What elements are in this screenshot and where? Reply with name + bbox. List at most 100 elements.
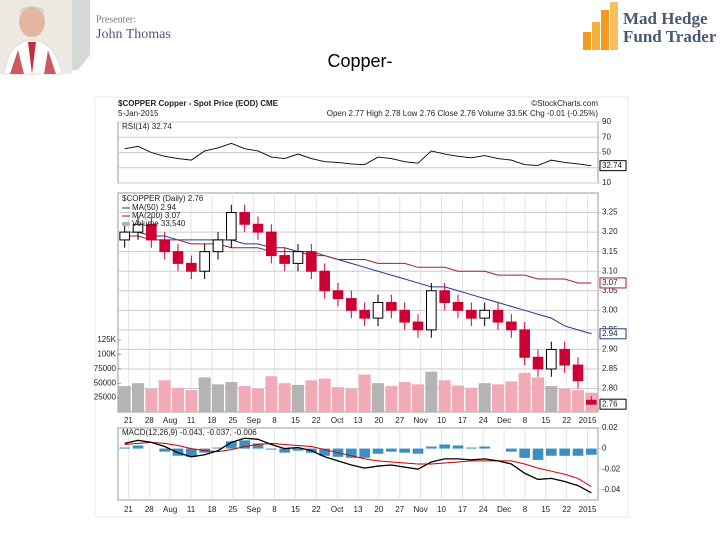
logo-text: Fund Trader	[623, 27, 717, 46]
x-tick-label: 22	[562, 505, 571, 514]
x-tick-label: 15	[541, 505, 550, 514]
histogram-bar	[586, 448, 597, 455]
candle-body	[146, 223, 157, 241]
y-tick-label: 3.10	[602, 266, 618, 275]
x-tick-label: 22	[312, 416, 321, 425]
x-tick-label: 21	[124, 416, 133, 425]
x-tick-label: 8	[272, 505, 277, 514]
x-tick-label: 20	[374, 505, 383, 514]
histogram-bar	[252, 443, 264, 449]
logo-text: Mad Hedge	[623, 9, 708, 28]
x-tick-label: Nov	[413, 416, 427, 425]
panel-label: RSI(14) 32.74	[122, 122, 172, 131]
x-tick-label: 2015	[579, 505, 597, 514]
x-tick-label: 25	[228, 505, 237, 514]
quote: Open 2.77 High 2.78 Low 2.76 Close 2.76 …	[327, 109, 599, 118]
value-tag	[599, 277, 627, 289]
x-tick-label: 28	[145, 505, 154, 514]
y-tick-label: 3.05	[602, 286, 618, 295]
logo-icon	[583, 2, 618, 50]
volume-bar	[185, 390, 198, 412]
value-tag-label: 3.07	[602, 278, 618, 287]
volume-tick-label: 25000	[94, 393, 117, 402]
histogram-bar	[532, 448, 544, 460]
candle-body	[346, 298, 357, 311]
x-tick-label: 15	[541, 416, 550, 425]
histogram-bar	[292, 448, 304, 451]
x-tick-label: 27	[395, 416, 404, 425]
panel-label: MACD(12,26,9) -0.043, -0.037, -0.006	[122, 428, 257, 437]
volume-bar	[398, 382, 411, 412]
x-tick-label: 10	[437, 505, 446, 514]
x-tick-label: 22	[562, 416, 571, 425]
value-tag	[599, 328, 627, 340]
volume-bar	[492, 384, 504, 412]
volume-bar	[305, 380, 318, 412]
candle-body	[132, 223, 144, 233]
candle-body	[586, 399, 597, 405]
y-tick-label: 3.00	[602, 305, 618, 314]
volume-bar	[518, 372, 531, 412]
volume-tick-label: 50000	[94, 378, 117, 387]
volume-bar	[532, 377, 544, 412]
histogram-bar	[319, 448, 330, 456]
candle-body	[252, 223, 264, 233]
candle-body	[452, 302, 464, 311]
legend-label: MA(200) 3.07	[132, 211, 181, 220]
volume-tick-label: 125K	[97, 335, 116, 344]
y-tick-label: 3.15	[602, 247, 618, 256]
histogram-bar	[399, 448, 410, 453]
x-tick-label: 13	[354, 505, 363, 514]
candle-body	[119, 231, 130, 241]
x-tick-label: Nov	[413, 505, 427, 514]
histogram-bar	[466, 447, 477, 449]
candle-body	[199, 251, 210, 272]
candle-body	[239, 212, 250, 225]
y-tick-label: 2.80	[602, 384, 618, 393]
histogram-bar	[359, 448, 370, 458]
x-tick-label: 28	[145, 416, 154, 425]
slide-title: Copper-	[327, 51, 392, 71]
date: 5-Jan-2015	[118, 109, 159, 118]
volume-bar	[385, 386, 398, 412]
volume-bar	[198, 377, 211, 412]
y-tick-label: 2.85	[602, 364, 618, 373]
x-tick-label: 15	[291, 416, 300, 425]
presenter-photo	[0, 0, 72, 75]
x-tick-label: 27	[395, 505, 404, 514]
moving-average	[124, 231, 592, 335]
histogram-bar	[372, 448, 384, 454]
histogram-bar	[239, 440, 250, 449]
x-tick-label: Oct	[331, 416, 344, 425]
candle-body	[412, 321, 424, 331]
candle-body	[479, 309, 490, 319]
x-tick-label: 15	[291, 505, 300, 514]
x-tick-label: Aug	[163, 505, 177, 514]
x-tick-label: 18	[207, 416, 216, 425]
volume-tick-label: 75000	[94, 364, 117, 373]
histogram-bar	[159, 448, 170, 452]
x-tick-label: Oct	[331, 505, 344, 514]
candle-body	[399, 309, 410, 323]
candle-body	[172, 251, 184, 264]
y-tick-label: 3.25	[602, 208, 618, 217]
signal-line	[124, 441, 592, 488]
histogram-bar	[559, 448, 570, 456]
candle-body	[372, 302, 384, 319]
volume-bar	[252, 388, 264, 412]
y-tick-label: 70	[602, 132, 611, 141]
y-tick-label: 50	[602, 148, 611, 157]
candle-body	[279, 255, 290, 264]
candle-body	[226, 212, 237, 241]
y-tick-label: 2.90	[602, 345, 618, 354]
histogram-bar	[519, 448, 530, 458]
candle-body	[212, 239, 224, 253]
histogram-bar	[386, 448, 397, 452]
histogram-bar	[412, 448, 424, 454]
y-tick-label: 10	[602, 178, 611, 187]
histogram-bar	[346, 448, 357, 458]
candle-body	[559, 348, 570, 366]
x-tick-label: Dec	[497, 505, 511, 514]
presenter-name: John Thomas	[96, 27, 171, 42]
